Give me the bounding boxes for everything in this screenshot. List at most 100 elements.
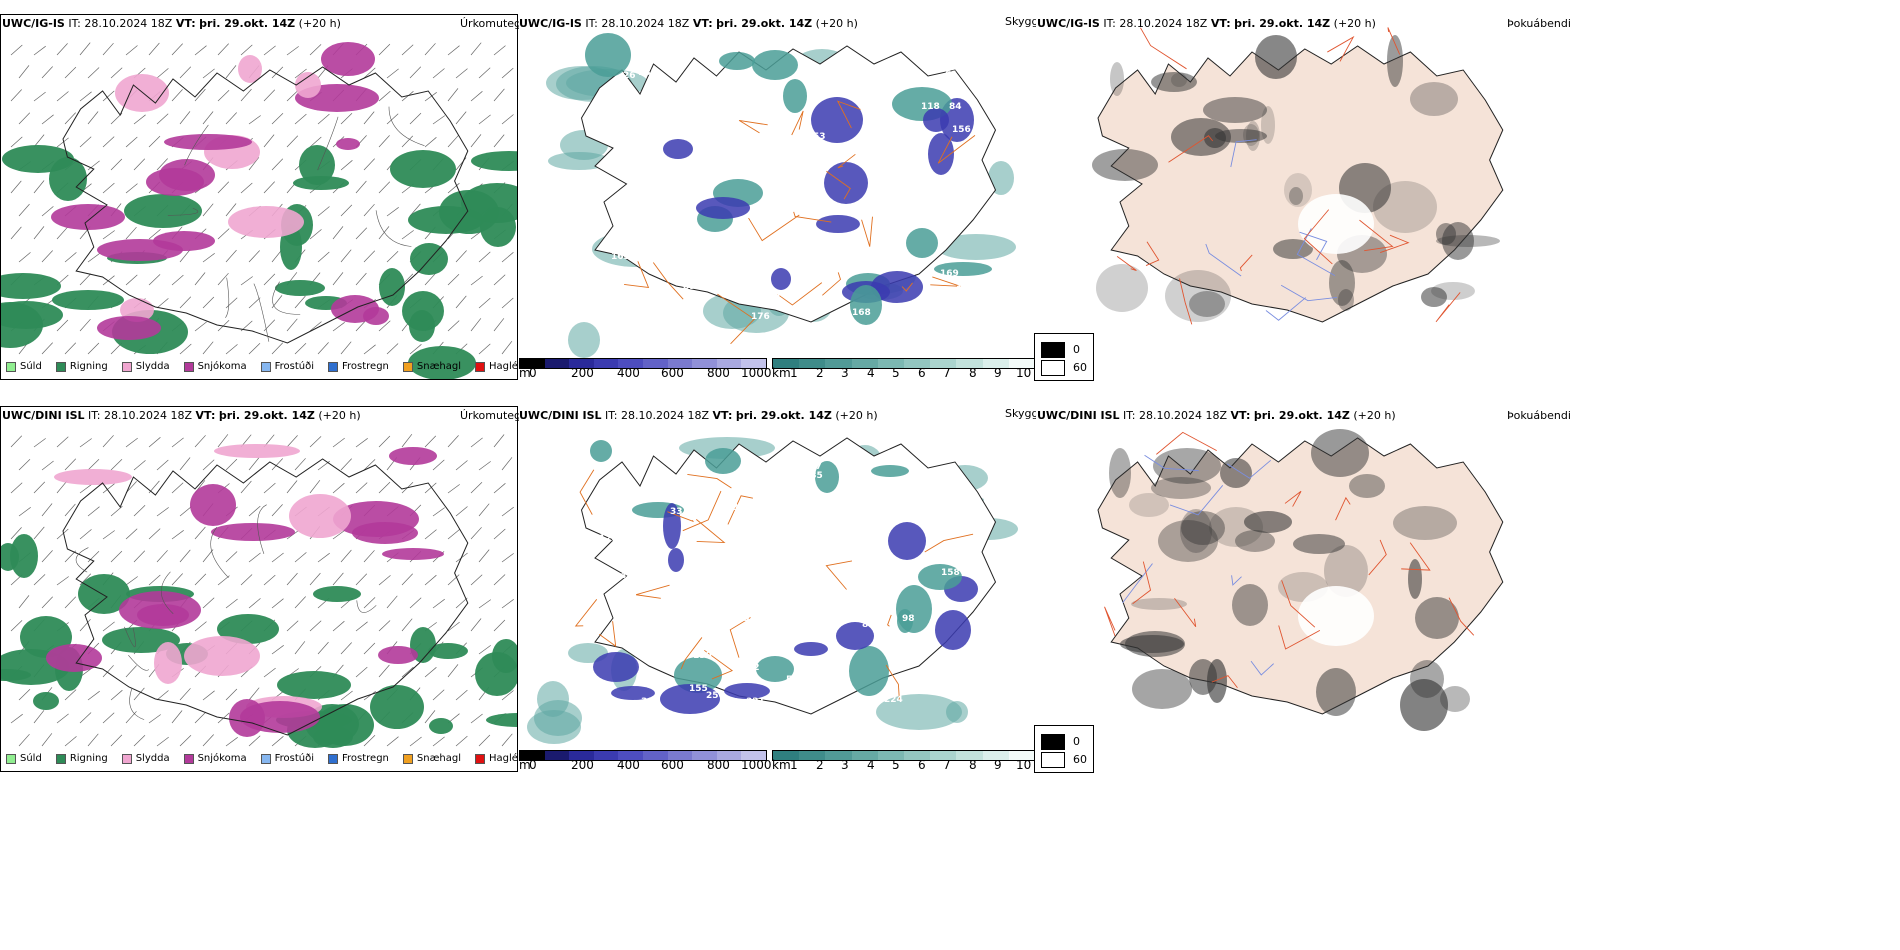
cloud-base-label: 151: [737, 614, 756, 624]
vt-value: þri. 29.okt. 14Z: [199, 17, 296, 30]
cloud-base-label: 85: [862, 620, 875, 630]
cloud-base-label: 94: [788, 147, 801, 157]
cloud-base-label: 45: [826, 623, 839, 633]
cloud-base-label: 15: [648, 314, 661, 324]
row2-header-cloud: UWC/DINI ISL IT: 28.10.2024 18Z VT: þri.…: [519, 409, 878, 422]
height-ticks-row1: 0 200 400 600 800 1000: [529, 366, 772, 380]
cloud-base-label: 97: [666, 304, 679, 314]
visibility-colorbar-row2: [772, 750, 1036, 761]
cloud-base-label: 58: [774, 290, 787, 300]
cloud-base-label: 165: [611, 252, 630, 262]
cloud-base-label: 84: [817, 260, 830, 270]
cloud-base-label: 168: [756, 218, 775, 228]
cloud-base-map-row2: 33 128 250 291 238 612 177 149 136 205 131 158 321 18…: [519, 406, 1035, 750]
cloud-map-svg-row2: 33 128 250 291 238 612 177 149 136 205 131 158 321 18…: [527, 437, 1018, 744]
height-unit-row2: m: [519, 758, 531, 772]
cloud-base-label: 365: [739, 296, 758, 306]
legend-item: Frostúði: [260, 361, 314, 372]
it-value: 28.10.2024 18Z: [84, 17, 173, 30]
cloud-base-label: 45: [620, 571, 633, 581]
cloud-base-label: 72: [630, 313, 643, 323]
legend-item: Rigning: [55, 753, 108, 764]
cloud-base-label: 49: [637, 292, 650, 302]
legend-item: Frostregn: [328, 361, 389, 372]
cloud-base-label: 158: [941, 568, 960, 578]
cloud-base-label: 47: [771, 682, 784, 692]
legend-item: Slydda: [121, 361, 170, 372]
precip-type-map-row1: [0, 14, 518, 380]
fog-panel-title-row1: Þokuábendi: [1507, 17, 1571, 30]
cloud-base-label: 305: [886, 634, 905, 644]
cloud-base-label: 321: [746, 697, 765, 707]
cloud-base-label: 981: [609, 277, 628, 287]
height-ticks-row2: 0 200 400 600 800 1000: [529, 758, 772, 772]
cloud-base-label: 396: [641, 697, 660, 707]
cloud-base-label: 52: [747, 663, 760, 673]
row1-header-fog: UWC/IG-IS IT: 28.10.2024 18Z VT: þri. 29…: [1037, 17, 1376, 30]
height-colorbar-row1: [519, 358, 767, 369]
visibility-ticks-row2: 1 2 3 4 5 6 7 8 9 10: [790, 758, 1032, 772]
cloud-base-label: 74: [670, 254, 683, 264]
cloud-base-label: 37: [645, 118, 658, 128]
cloud-base-label: 237: [622, 529, 641, 539]
cloud-base-label: 62: [946, 508, 959, 518]
row2-header-fog: UWC/DINI ISL IT: 28.10.2024 18Z VT: þri.…: [1037, 409, 1396, 422]
precip-type-map-row2: [0, 406, 518, 772]
it-label: IT:: [68, 17, 81, 30]
legend-item: Snæhagl: [402, 753, 461, 764]
cloud-base-label: 46: [875, 191, 888, 201]
cloud-base-label: 118: [921, 102, 940, 112]
cloud-base-label: 39: [748, 509, 761, 519]
cloud-base-label: 73: [795, 482, 808, 492]
cloud-base-label: 150: [807, 84, 826, 94]
cloud-base-label: 121: [871, 262, 890, 272]
cloud-base-label: 73: [818, 205, 831, 215]
cloud-base-label: 204: [876, 139, 895, 149]
cloud-base-label: 90: [863, 81, 876, 91]
cloud-base-label: 87: [654, 629, 667, 639]
cloud-base-label: 136: [786, 500, 805, 510]
legend-item: Frostregn: [328, 753, 389, 764]
cloud-base-label: 238: [776, 460, 795, 470]
cloud-base-label: 53: [813, 132, 826, 142]
cloud-base-label: 187: [803, 462, 822, 472]
cloud-base-label: 256: [625, 528, 644, 538]
cloud-base-label: 156: [952, 125, 971, 135]
legend-item: Frostúði: [260, 753, 314, 764]
cloud-base-label: 177: [755, 524, 774, 534]
cloud-base-label: 224: [884, 695, 903, 705]
cloud-base-label: 149: [668, 577, 687, 587]
row1-header-cloud: UWC/IG-IS IT: 28.10.2024 18Z VT: þri. 29…: [519, 17, 858, 30]
legend-item: Slydda: [121, 753, 170, 764]
legend-item: Snjókoma: [183, 753, 247, 764]
cloud-base-label: 612: [748, 486, 767, 496]
fog-map-row1: [1036, 14, 1556, 358]
cloud-base-label: 99: [760, 580, 773, 590]
cloud-map-svg-row1: 981 169 71 83 89 90 68 26 168 176 169 181 156 168 204 8…: [546, 33, 1016, 358]
fog-map-row2: [1036, 406, 1556, 750]
visibility-ticks-row1: 1 2 3 4 5 6 7 8 9 10: [790, 366, 1032, 380]
cloud-base-label: 155: [689, 684, 708, 694]
vt-label: VT:: [175, 17, 196, 30]
cloud-base-label: 176: [751, 312, 770, 322]
fog-legend-row1: 0 60: [1034, 333, 1094, 381]
cloud-base-label: 148: [634, 529, 653, 539]
fog-panel-title-row2: Þokuábendi: [1507, 409, 1571, 422]
legend-item: Súld: [6, 753, 42, 764]
cloud-base-label: 168: [852, 308, 871, 318]
cloud-base-label: 90: [751, 254, 764, 264]
legend-item: Haglél: [475, 361, 521, 372]
model-name: UWC/IG-IS: [2, 17, 65, 30]
cloud-base-label: 99: [808, 539, 821, 549]
cloud-base-label: 68: [947, 81, 960, 91]
visibility-unit-row1: km: [772, 366, 791, 380]
cloud-base-label: 126: [747, 576, 766, 586]
precip-map-svg-row2: [1, 433, 517, 748]
cloud-base-label: 205: [792, 612, 811, 622]
cloud-base-label: 142: [618, 550, 637, 560]
cloud-base-label: 65: [610, 482, 623, 492]
cloud-base-label: 89: [683, 282, 696, 292]
precip-map-svg-row1: [1, 42, 517, 379]
precip-legend-row2: Súld Rigning Slydda Snjókoma Frostúði Fr…: [6, 753, 521, 764]
legend-item: Súld: [6, 361, 42, 372]
